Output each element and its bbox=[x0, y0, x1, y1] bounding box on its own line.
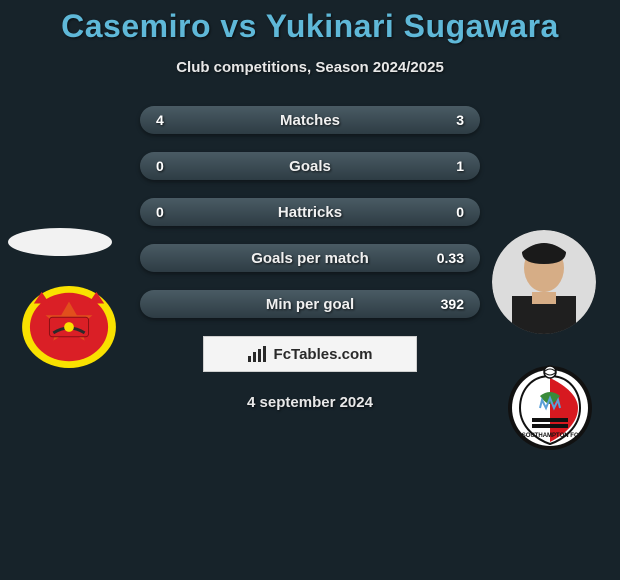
stat-row-goals-per-match: Goals per match 0.33 bbox=[140, 244, 480, 272]
stat-right-value: 3 bbox=[424, 112, 464, 128]
comparison-content: SOUTHAMPTON FC 4 Matches 3 0 Goals 1 0 H… bbox=[0, 106, 620, 411]
stat-right-value: 0 bbox=[424, 204, 464, 220]
stat-row-hattricks: 0 Hattricks 0 bbox=[140, 198, 480, 226]
stat-row-min-per-goal: Min per goal 392 bbox=[140, 290, 480, 318]
man-utd-crest-icon bbox=[20, 284, 118, 370]
stat-right-value: 0.33 bbox=[424, 250, 464, 266]
subtitle: Club competitions, Season 2024/2025 bbox=[0, 59, 620, 76]
svg-text:SOUTHAMPTON FC: SOUTHAMPTON FC bbox=[522, 433, 579, 439]
branding-badge: FcTables.com bbox=[203, 336, 417, 372]
page-title: Casemiro vs Yukinari Sugawara bbox=[0, 0, 620, 45]
player-right-photo bbox=[492, 230, 596, 334]
player-right-club-crest: SOUTHAMPTON FC bbox=[500, 364, 600, 452]
stat-rows: 4 Matches 3 0 Goals 1 0 Hattricks 0 Goal… bbox=[140, 106, 480, 318]
stat-row-goals: 0 Goals 1 bbox=[140, 152, 480, 180]
player-left-photo bbox=[8, 228, 112, 256]
bar-chart-icon bbox=[248, 346, 268, 362]
stat-left-value: 0 bbox=[156, 158, 196, 174]
stat-right-value: 392 bbox=[424, 296, 464, 312]
player-silhouette-icon bbox=[492, 230, 596, 334]
stat-left-value: 4 bbox=[156, 112, 196, 128]
stat-left-value: 0 bbox=[156, 204, 196, 220]
southampton-crest-icon: SOUTHAMPTON FC bbox=[500, 364, 600, 452]
player-left-club-crest bbox=[20, 284, 118, 370]
stat-row-matches: 4 Matches 3 bbox=[140, 106, 480, 134]
branding-text: FcTables.com bbox=[274, 346, 373, 363]
stat-right-value: 1 bbox=[424, 158, 464, 174]
